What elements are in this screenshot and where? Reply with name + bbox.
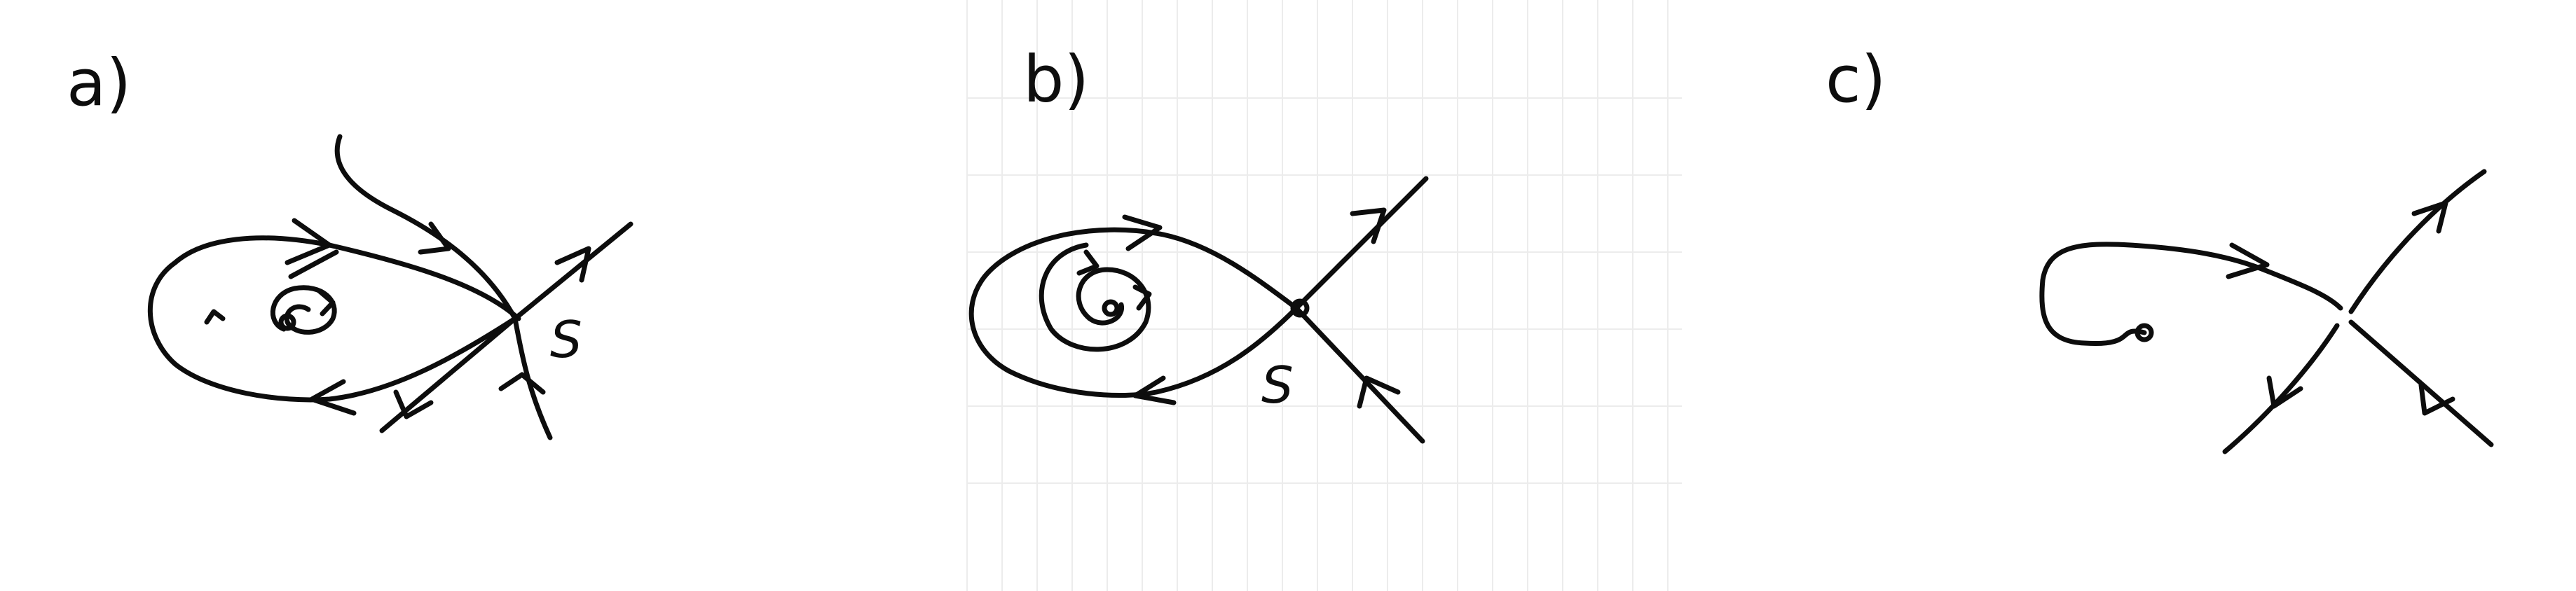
panel-c-upper-right-arrow xyxy=(2411,200,2448,234)
panel-c-lower-left-branch xyxy=(2222,323,2340,454)
panel-a-incoming-top xyxy=(334,134,518,321)
panel-c-lower-right-arrow xyxy=(2418,382,2455,416)
panel-a-outer-loop xyxy=(147,235,521,403)
panel-b-outer-loop xyxy=(968,227,1299,398)
panel-a-focus-point xyxy=(278,313,296,331)
panel-b-label: b) xyxy=(1023,42,1089,117)
panel-b-incoming-bottom-arrow xyxy=(1357,375,1401,409)
panel-c-lower-left-arrow xyxy=(2266,375,2303,409)
panel-a-inner-tick xyxy=(288,249,339,279)
panel-a-spiral-tail xyxy=(204,309,226,325)
panel-a-incoming-bottom xyxy=(512,316,553,440)
panel-c-upper-right-branch xyxy=(2348,169,2487,314)
panel-a-outgoing-right-arrow xyxy=(554,246,591,283)
panel-c-hook-arrow xyxy=(2226,242,2270,279)
panel-b-spiral-arrow-inner xyxy=(1132,284,1152,311)
panel-b-focus-point xyxy=(1102,299,1120,317)
panel-b-spiral xyxy=(1039,242,1151,352)
panel-b-spiral-arrow xyxy=(1076,249,1099,276)
panel-c-hook-trajectory xyxy=(2039,242,2343,347)
panel-b-outgoing-right-arrow xyxy=(1350,207,1387,244)
panel-b: b) S xyxy=(968,42,1429,444)
panel-a-outgoing-left xyxy=(379,316,518,433)
panel-a-outgoing-right xyxy=(512,221,633,321)
panel-a-incoming-top-arrow xyxy=(418,221,451,255)
panel-c-start-point xyxy=(2135,323,2154,342)
panel-b-saddle-label: S xyxy=(1261,356,1294,415)
panel-a-outgoing-left-arrow xyxy=(393,389,434,419)
panel-b-loop-arrow-bottom xyxy=(1132,375,1177,405)
panel-a-incoming-bottom-arrow xyxy=(498,372,546,395)
panel-a-loop-arrow-bottom xyxy=(309,379,357,416)
panel-a-label: a) xyxy=(67,46,131,120)
panel-b-saddle-point xyxy=(1290,298,1310,318)
panel-a: a) S xyxy=(67,46,633,440)
panel-c: c) xyxy=(1825,42,2494,454)
panel-a-loop-arrow-top xyxy=(285,218,332,265)
panel-c-label: c) xyxy=(1825,42,1886,117)
panel-a-spiral-arrow xyxy=(316,288,336,317)
panel-b-outgoing-right xyxy=(1294,176,1429,311)
panel-b-loop-arrow-top xyxy=(1122,214,1163,251)
panel-a-saddle-label: S xyxy=(550,310,582,369)
panel-b-incoming-bottom xyxy=(1294,305,1425,444)
